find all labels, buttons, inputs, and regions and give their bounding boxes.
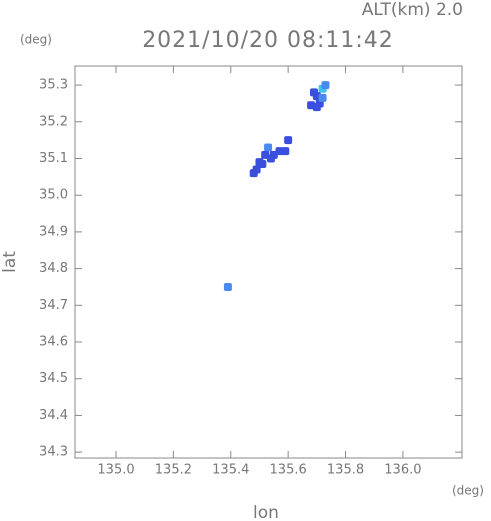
y-tick-label: 34.8	[39, 261, 68, 276]
y-tick-label: 34.6	[39, 335, 68, 350]
x-tick-label: 136.0	[384, 463, 421, 478]
echo-cell	[307, 101, 316, 110]
echo-cell	[258, 160, 267, 168]
chart-title: 2021/10/20 08:11:42	[142, 28, 394, 53]
echo-cell	[223, 282, 232, 291]
echo-cell	[284, 136, 293, 145]
y-tick-label: 34.5	[39, 371, 68, 386]
altitude-label: ALT(km) 2.0	[362, 0, 463, 20]
x-tick-label: 135.0	[97, 463, 134, 478]
x-tick-label: 135.6	[270, 463, 307, 478]
x-axis-title: lon	[253, 503, 279, 521]
echo-cell	[309, 88, 318, 97]
y-tick-label: 35.1	[39, 151, 68, 166]
echo-cell	[264, 143, 273, 152]
y-tick-label: 35.0	[39, 188, 68, 203]
y-tick-label: 35.2	[39, 114, 68, 129]
y-tick-label: 34.4	[39, 408, 68, 423]
x-tick-label: 135.4	[212, 463, 249, 478]
x-tick-label: 135.8	[327, 463, 364, 478]
y-axis-title: lat	[0, 251, 20, 273]
y-tick-label: 34.7	[39, 298, 68, 313]
echo-cell	[318, 93, 327, 102]
echo-cell	[249, 169, 258, 178]
echo-cell	[269, 150, 278, 159]
y-unit: (deg)	[20, 33, 52, 47]
x-unit: (deg)	[452, 484, 484, 498]
y-tick-label: 34.9	[39, 224, 68, 239]
x-tick-label: 135.2	[155, 463, 192, 478]
y-tick-label: 34.3	[39, 445, 68, 460]
echo-cell	[321, 81, 330, 90]
y-tick-label: 35.3	[39, 78, 68, 93]
plot-frame	[74, 65, 463, 459]
